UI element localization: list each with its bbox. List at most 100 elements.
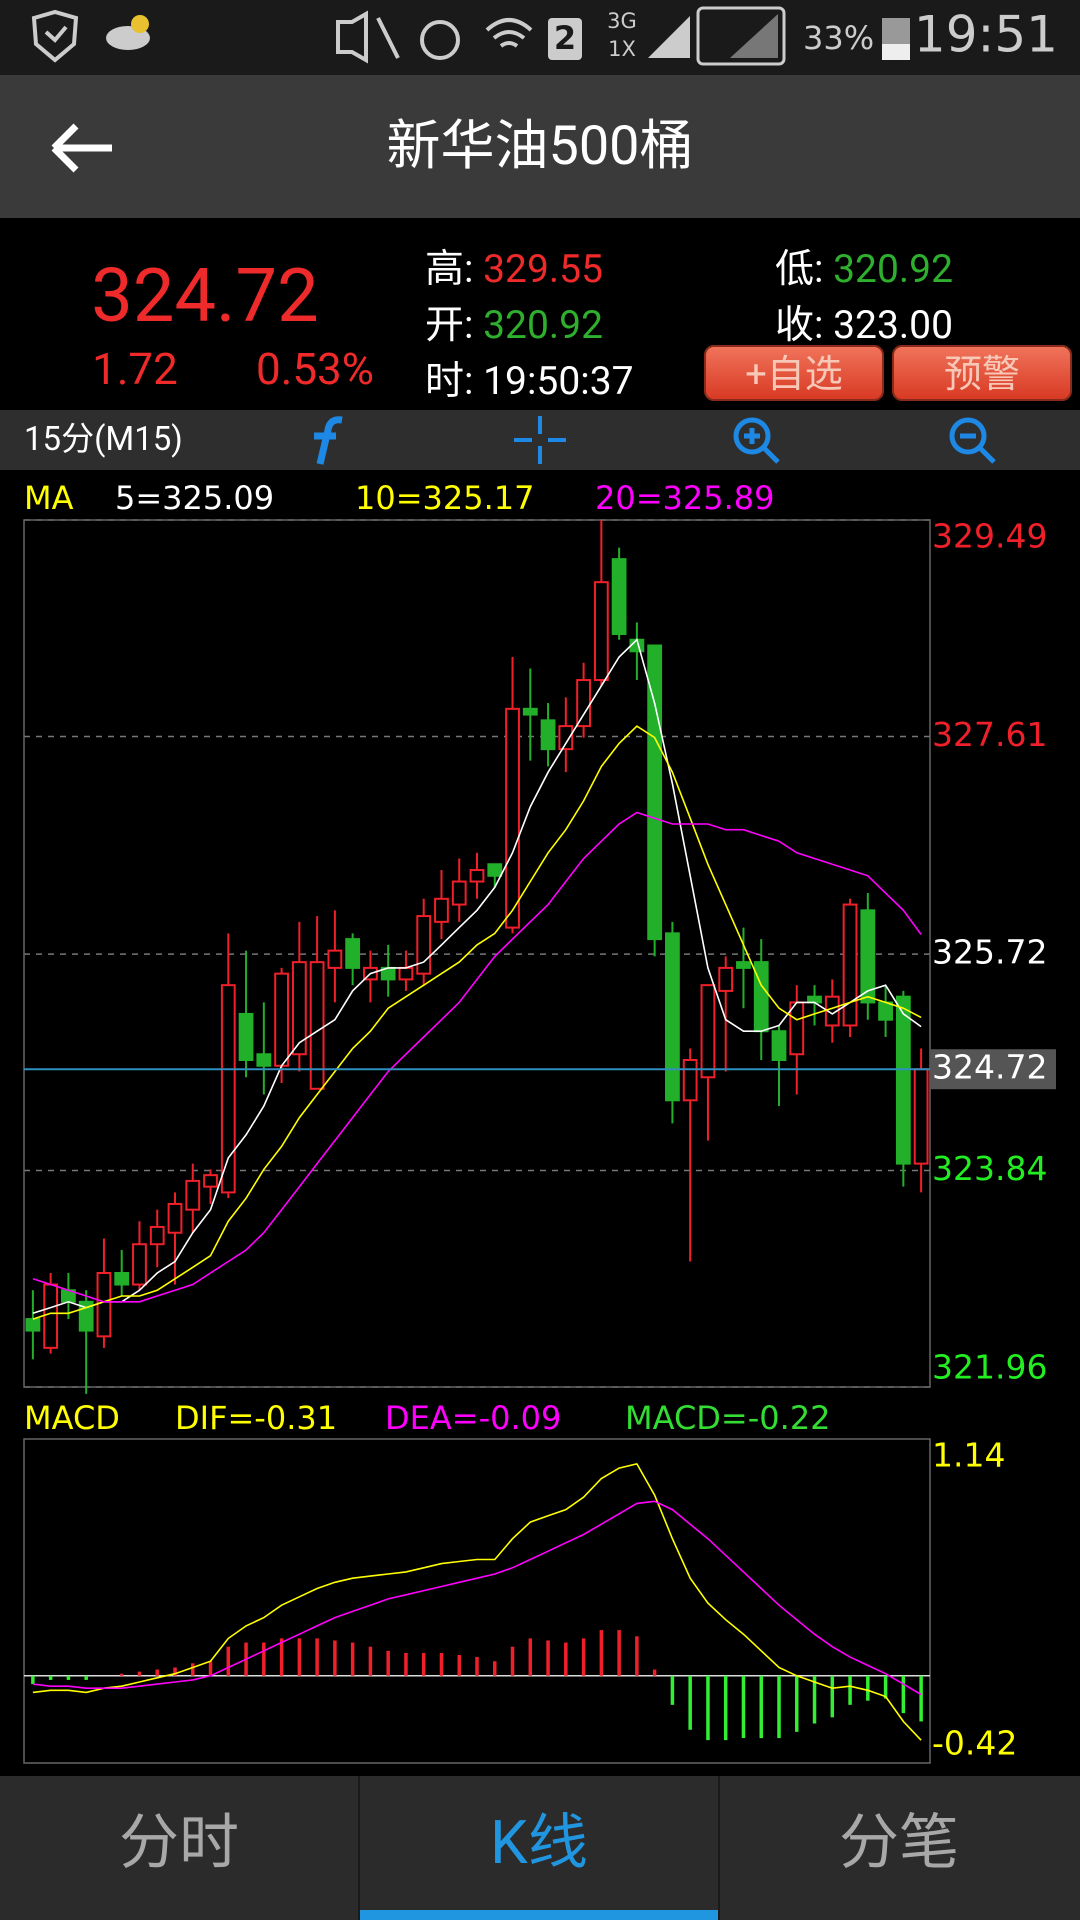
open-row: 开: 320.92 [425, 294, 603, 350]
open-value: 320.92 [483, 302, 604, 348]
candle-body [149, 1225, 165, 1246]
candle-body [878, 1001, 893, 1021]
candle-body [576, 679, 591, 728]
crosshair-icon[interactable] [514, 416, 566, 464]
network2-label: 1X [608, 37, 636, 61]
legend-title: MA [24, 479, 74, 517]
close-value: 323.00 [833, 302, 954, 348]
period-selector[interactable]: 15分(M15) [24, 420, 183, 459]
candle-body [451, 880, 467, 906]
candle-body [505, 707, 520, 929]
candle-body [469, 869, 485, 883]
legend-item: DEA=-0.09 [385, 1399, 561, 1437]
candle-body [771, 1030, 787, 1062]
legend-item: 5=325.09 [115, 479, 274, 517]
candle-body [522, 707, 538, 716]
quote-panel: 324.72 1.72 0.53% 高: 329.55 开: 320.92 时:… [0, 218, 1080, 410]
tab[interactable]: K线 [360, 1776, 718, 1920]
y-tick-label: -0.42 [932, 1724, 1017, 1763]
candle-body [665, 932, 680, 1102]
status-icons: 2 3G 1X 33% 19:51 [31, 6, 1058, 66]
y-tick-label: 321.96 [932, 1348, 1047, 1387]
candle-body [309, 961, 325, 1090]
candle-body [487, 863, 503, 877]
back-button[interactable] [48, 120, 120, 176]
candle-body [700, 984, 716, 1079]
candle-body [540, 719, 556, 751]
charts: MA 5=325.09 10=325.17 20=325.89 329.49 327.61… [23, 479, 1056, 1764]
candle-body [291, 961, 307, 1056]
candle-body [327, 949, 343, 969]
sim-box [548, 18, 582, 60]
candle-body [416, 915, 432, 975]
y-tick-label: 323.84 [932, 1149, 1047, 1188]
candle-body [203, 1174, 218, 1188]
candle-body [238, 1012, 254, 1062]
header: 新华油500桶 [0, 75, 1080, 218]
candle-body [860, 909, 876, 1004]
alert-button[interactable]: 预警 [892, 345, 1072, 401]
formula-icon[interactable] [314, 416, 343, 465]
add-watchlist-button[interactable]: +自选 [704, 345, 884, 401]
shield-check [44, 25, 68, 43]
zoom-out-icon[interactable] [949, 417, 996, 464]
plot-frame [23, 519, 931, 1388]
low-row: 低: 320.92 [775, 238, 953, 294]
sim-label: 2 [554, 19, 576, 57]
tab-separator [718, 1776, 720, 1920]
signal2-icon [730, 14, 778, 58]
legend-title: MACD [24, 1399, 120, 1437]
high-value: 329.55 [483, 246, 604, 292]
candle-body [753, 961, 769, 1033]
candle-body [220, 984, 236, 1194]
shield-icon [31, 9, 79, 63]
candle-body [256, 1053, 272, 1067]
plot-frame [23, 1438, 931, 1764]
high-label: 高: [425, 246, 474, 292]
price-change-pct: 0.53% [255, 343, 374, 395]
candle-body [913, 1068, 929, 1165]
legend-item: 10=325.17 [355, 479, 535, 517]
weather-moon [131, 15, 149, 33]
legend-item: MACD=-0.22 [625, 1399, 831, 1437]
indicator-line [32, 725, 922, 1320]
candle-body [43, 1283, 59, 1349]
candle-body [807, 995, 822, 1004]
legend-item: DIF=-0.31 [175, 1399, 337, 1437]
tab[interactable]: 分笔 [839, 1807, 959, 1878]
candle-body [185, 1179, 201, 1211]
back-arrow [51, 123, 112, 173]
signal2-box [696, 6, 786, 66]
time-row: 时: 19:50:37 [425, 350, 634, 406]
candle-body [167, 1202, 183, 1234]
candle-body [895, 995, 911, 1165]
candle-body [789, 1001, 805, 1056]
toolbar-icons [314, 416, 996, 465]
candle-body [114, 1272, 130, 1286]
candle-body [593, 581, 609, 682]
tab[interactable]: 分时 [119, 1807, 239, 1878]
y-tick-label: 329.49 [932, 517, 1047, 556]
battery-level [882, 44, 910, 60]
last-price-label: 324.72 [932, 1048, 1047, 1087]
candle-body [274, 972, 289, 1067]
zoom-in-icon[interactable] [733, 417, 780, 464]
indicator-line [32, 638, 922, 1315]
tab-separator [358, 1776, 360, 1920]
candle-body [132, 1243, 147, 1286]
alarm-icon [420, 20, 460, 60]
y-tick-label: 325.72 [932, 933, 1047, 972]
clock: 19:51 [914, 6, 1058, 64]
candle-body [682, 1059, 698, 1102]
price-change: 1.72 [92, 343, 178, 395]
tab-bar: 分时 K线 分笔 [0, 1776, 1080, 1920]
time-label: 时: [425, 358, 474, 404]
candle-body [96, 1272, 112, 1338]
signal-icon [648, 16, 690, 58]
toolbar: 15分(M15) [0, 410, 1080, 470]
candle-body [842, 903, 858, 1027]
candle-body [558, 725, 574, 751]
candle-body [611, 558, 627, 635]
candle-body [345, 938, 361, 969]
